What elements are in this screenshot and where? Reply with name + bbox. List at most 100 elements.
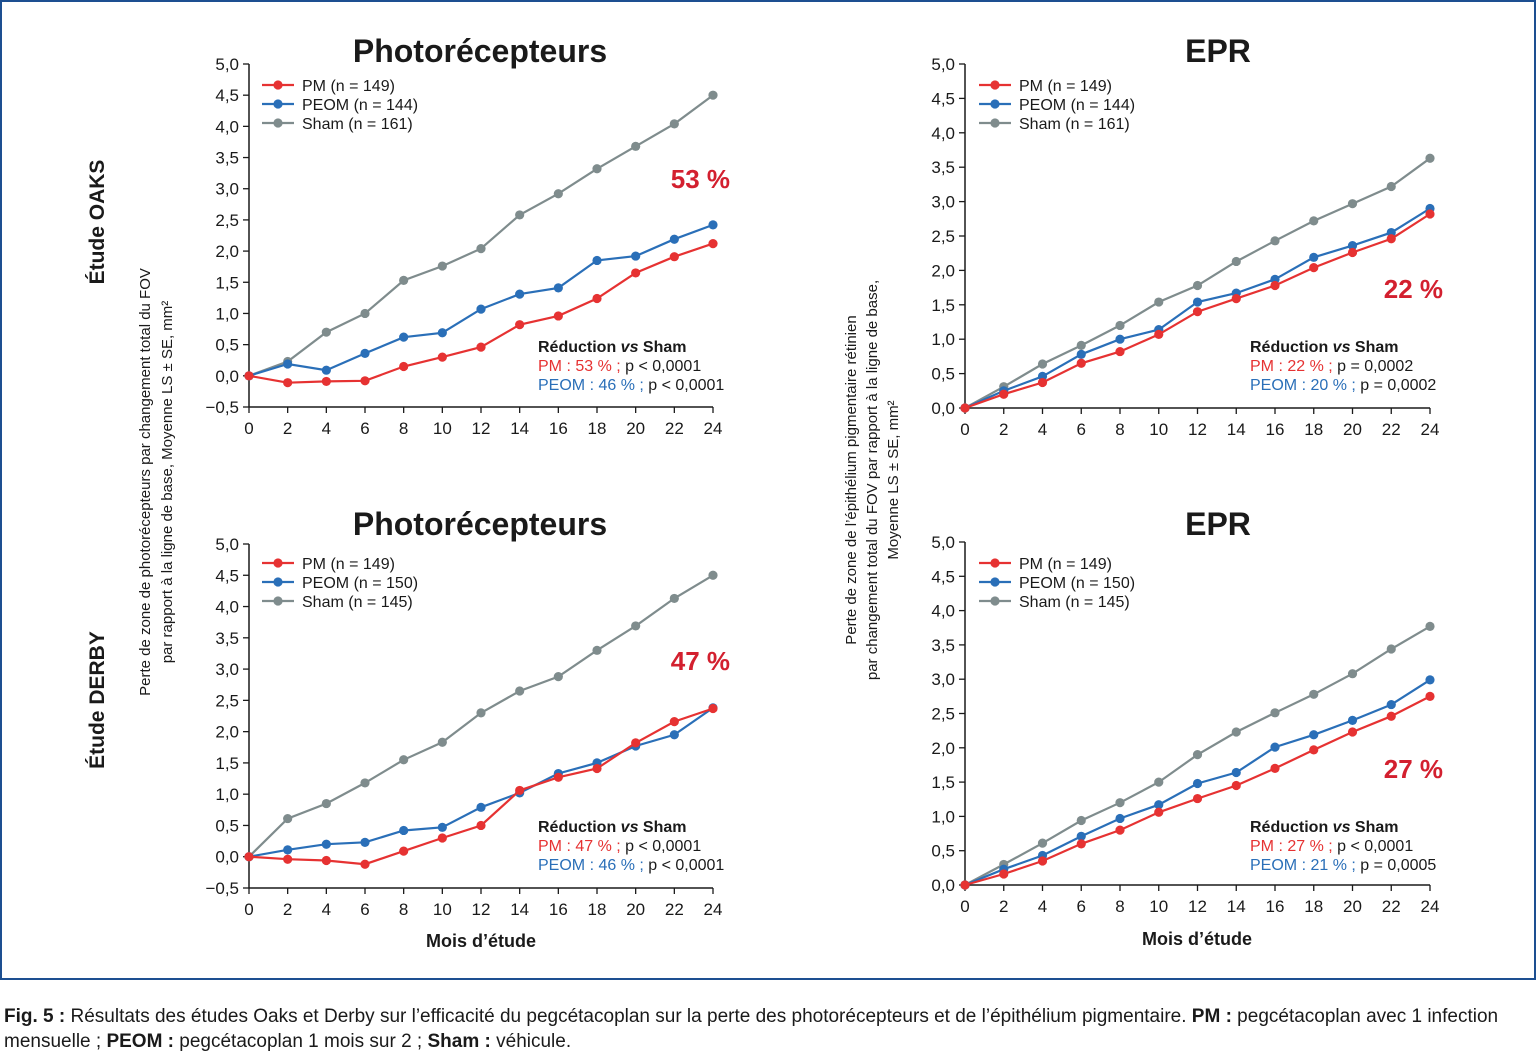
data-point: [1154, 807, 1164, 817]
data-point: [1270, 763, 1280, 773]
y-tick-label: 4,0: [931, 602, 955, 621]
data-point: [592, 645, 602, 655]
data-point: [1309, 263, 1319, 273]
y-tick-label: 5,0: [931, 533, 955, 552]
y-tick-label: 3,0: [931, 670, 955, 689]
reduction-percent-label: 47 %: [671, 646, 730, 676]
y-tick-label: 3,5: [215, 149, 239, 168]
legend-marker: [990, 558, 1000, 568]
data-point: [669, 252, 679, 262]
x-tick-label: 6: [360, 419, 369, 438]
x-tick-label: 12: [472, 419, 491, 438]
data-point: [708, 90, 718, 100]
data-point: [515, 210, 525, 220]
study-label-oaks: Étude OAKS: [86, 160, 109, 285]
stats-peom-value: PEOM : 46 % ;: [538, 857, 644, 874]
y-tick-label: 1,0: [931, 330, 955, 349]
data-point: [1192, 778, 1203, 789]
x-tick-label: 6: [1077, 420, 1086, 439]
y-tick-label: 4,0: [215, 598, 239, 617]
data-point: [1309, 730, 1319, 740]
data-point: [399, 846, 409, 856]
data-point: [437, 737, 447, 747]
y-tick-label: 4,0: [215, 117, 239, 136]
data-point: [1115, 320, 1125, 331]
data-point: [399, 755, 409, 765]
x-tick-label: 8: [399, 419, 408, 438]
x-tick-label: 0: [244, 900, 253, 919]
data-point: [999, 389, 1009, 399]
data-point: [1425, 209, 1435, 219]
stats-title-vs: vs: [1333, 819, 1351, 836]
stats-pm-value: PM : 27 % ;: [1250, 838, 1333, 855]
x-tick-label: 12: [1188, 897, 1207, 916]
x-tick-label: 16: [549, 419, 568, 438]
y-tick-label: 3,5: [215, 629, 239, 648]
x-tick-label: 4: [322, 900, 331, 919]
stats-title: Réduction vs Sham: [1250, 339, 1398, 356]
data-point: [960, 403, 970, 413]
data-point: [360, 308, 370, 319]
data-point: [283, 359, 293, 369]
x-tick-label: 4: [1038, 897, 1047, 916]
data-point: [399, 332, 409, 342]
y-tick-label: 2,5: [931, 227, 955, 246]
y-tick-label: 1,5: [215, 754, 239, 773]
stats-pm-value: PM : 22 % ;: [1250, 358, 1333, 375]
data-point: [360, 859, 370, 869]
data-point: [1192, 793, 1203, 804]
y-tick-label: 1,0: [215, 785, 239, 804]
y-tick-label: 2,5: [215, 691, 239, 710]
data-point: [553, 283, 563, 293]
x-tick-label: 10: [433, 419, 452, 438]
stats-pm-value: PM : 47 % ;: [538, 838, 621, 855]
x-tick-label: 4: [1038, 420, 1047, 439]
data-point: [1231, 780, 1241, 791]
y-tick-label: 1,0: [931, 807, 955, 826]
x-tick-label: 2: [999, 897, 1008, 916]
chart-3: Photorécepteurs −0,5 0,0 0,5 1,0 1,5 2,0 2,5 3,0…: [205, 506, 730, 919]
legend-marker: [273, 596, 283, 606]
x-tick-label: 16: [1266, 420, 1285, 439]
ylabel-left: Perte de zone de photorécepteurs par cha…: [137, 268, 176, 696]
data-point: [592, 164, 602, 174]
y-tick-label: 2,0: [931, 739, 955, 758]
legend-label: PEOM (n = 144): [1019, 97, 1135, 114]
x-tick-label: 12: [1188, 420, 1207, 439]
data-point: [321, 365, 331, 375]
data-point: [1115, 825, 1125, 835]
x-tick-label: 20: [1343, 420, 1362, 439]
data-point: [360, 376, 370, 386]
data-point: [631, 251, 641, 261]
y-tick-label: 0,0: [215, 367, 239, 386]
y-tick-label: 1,5: [215, 273, 239, 292]
data-point: [553, 189, 563, 199]
y-tick-label: 2,0: [931, 261, 955, 280]
caption-sham-label: Sham :: [427, 1031, 491, 1052]
stats-pm-p: p = 0,0002: [1333, 358, 1414, 375]
x-tick-label: 14: [1227, 420, 1246, 439]
legend-label: PEOM (n = 150): [1019, 575, 1135, 592]
stats-title-vs: vs: [1333, 339, 1351, 356]
x-tick-label: 14: [510, 900, 529, 919]
stats-peom: PEOM : 46 % ; p < 0,0001: [538, 377, 724, 394]
caption-text-3: pegcétacoplan 1 mois sur 2 ;: [174, 1031, 428, 1052]
data-point: [631, 141, 641, 151]
caption-text-4: véhicule.: [490, 1031, 572, 1052]
stats-title-a: Réduction: [1250, 819, 1333, 836]
data-point: [1192, 307, 1203, 317]
y-tick-label: 4,5: [215, 566, 239, 585]
legend-label: Sham (n = 161): [1019, 116, 1130, 133]
legend-marker: [990, 80, 1000, 90]
ylabel-right: Perte de zone de l’épithélium pigmentair…: [843, 280, 902, 680]
legend-marker: [273, 577, 283, 587]
y-tick-label: 0,5: [215, 336, 239, 355]
chart-title: Photorécepteurs: [353, 33, 607, 69]
x-tick-label: 8: [399, 900, 408, 919]
y-tick-label: 0,0: [215, 848, 239, 867]
caption-fig-label: Fig. 5 :: [4, 1006, 66, 1027]
data-point: [708, 220, 718, 230]
data-point: [515, 686, 525, 696]
